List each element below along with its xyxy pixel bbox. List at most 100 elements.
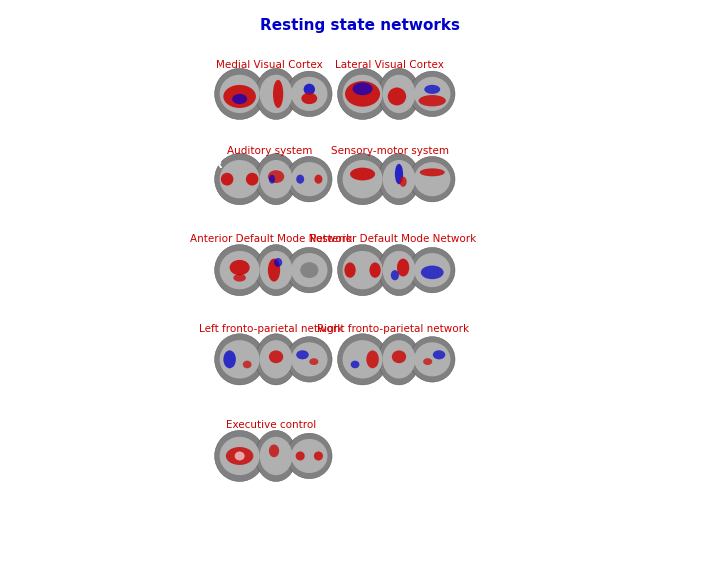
Ellipse shape	[224, 85, 256, 108]
Ellipse shape	[296, 175, 304, 184]
Ellipse shape	[421, 266, 444, 279]
Ellipse shape	[219, 251, 260, 289]
Ellipse shape	[409, 71, 455, 117]
Ellipse shape	[300, 262, 318, 278]
Ellipse shape	[221, 173, 233, 186]
Ellipse shape	[315, 175, 323, 184]
Ellipse shape	[287, 336, 332, 382]
Ellipse shape	[338, 334, 388, 385]
Ellipse shape	[232, 94, 247, 104]
Ellipse shape	[409, 157, 455, 202]
Ellipse shape	[379, 334, 419, 385]
Ellipse shape	[255, 154, 297, 205]
Text: Posterior Default Mode Network: Posterior Default Mode Network	[310, 234, 476, 244]
Ellipse shape	[314, 451, 323, 461]
Text: Left fronto-parietal network: Left fronto-parietal network	[199, 324, 343, 334]
Ellipse shape	[343, 340, 383, 379]
Ellipse shape	[353, 82, 373, 95]
Ellipse shape	[291, 162, 328, 196]
Ellipse shape	[214, 430, 265, 481]
Ellipse shape	[287, 247, 332, 293]
Ellipse shape	[260, 340, 293, 379]
Text: Executive control: Executive control	[227, 420, 317, 430]
Ellipse shape	[303, 84, 315, 95]
Ellipse shape	[350, 168, 375, 180]
Ellipse shape	[409, 336, 455, 382]
Ellipse shape	[243, 361, 252, 368]
Text: L: L	[500, 160, 507, 170]
Ellipse shape	[268, 259, 280, 282]
Ellipse shape	[274, 258, 282, 267]
Ellipse shape	[214, 334, 265, 385]
Ellipse shape	[343, 160, 383, 198]
Ellipse shape	[391, 350, 406, 363]
Ellipse shape	[260, 160, 293, 198]
Ellipse shape	[383, 251, 415, 289]
Text: Anterior Default Mode Network: Anterior Default Mode Network	[191, 234, 353, 244]
Ellipse shape	[424, 85, 440, 94]
Ellipse shape	[269, 350, 283, 363]
Ellipse shape	[343, 75, 383, 113]
Ellipse shape	[269, 175, 275, 184]
Ellipse shape	[414, 162, 450, 196]
Ellipse shape	[287, 71, 332, 117]
Ellipse shape	[269, 444, 279, 457]
Text: Medial Visual Cortex: Medial Visual Cortex	[216, 60, 323, 71]
Ellipse shape	[229, 260, 250, 276]
Ellipse shape	[214, 245, 265, 296]
Ellipse shape	[379, 245, 419, 296]
Ellipse shape	[260, 251, 293, 289]
Text: Resting state networks: Resting state networks	[260, 18, 460, 33]
Ellipse shape	[383, 75, 415, 113]
Text: Auditory system: Auditory system	[227, 146, 312, 156]
Ellipse shape	[379, 68, 419, 119]
Ellipse shape	[291, 439, 328, 473]
Text: Sensory-motor system: Sensory-motor system	[331, 146, 449, 156]
Ellipse shape	[214, 68, 265, 119]
Ellipse shape	[366, 350, 379, 368]
Ellipse shape	[219, 160, 260, 198]
Ellipse shape	[214, 154, 265, 205]
Ellipse shape	[260, 75, 293, 113]
Ellipse shape	[383, 160, 415, 198]
Ellipse shape	[391, 270, 399, 280]
Ellipse shape	[383, 340, 415, 379]
Ellipse shape	[414, 77, 450, 111]
Ellipse shape	[234, 451, 244, 461]
Ellipse shape	[369, 262, 381, 278]
Text: L: L	[500, 310, 507, 321]
Ellipse shape	[255, 430, 297, 481]
Ellipse shape	[345, 81, 380, 107]
Ellipse shape	[414, 342, 450, 376]
Ellipse shape	[291, 342, 328, 376]
Ellipse shape	[338, 154, 388, 205]
Ellipse shape	[433, 350, 445, 360]
Ellipse shape	[309, 358, 318, 365]
Text: Right fronto-parietal network: Right fronto-parietal network	[317, 324, 469, 334]
Ellipse shape	[226, 447, 253, 465]
Ellipse shape	[397, 259, 409, 277]
Text: Lateral Visual Cortex: Lateral Visual Cortex	[336, 60, 445, 71]
Ellipse shape	[419, 95, 446, 106]
Ellipse shape	[395, 164, 403, 184]
Ellipse shape	[233, 274, 246, 282]
Ellipse shape	[219, 340, 260, 379]
Ellipse shape	[338, 68, 388, 119]
Ellipse shape	[399, 176, 407, 187]
Ellipse shape	[291, 77, 328, 111]
Ellipse shape	[287, 433, 332, 478]
Ellipse shape	[219, 437, 260, 475]
Ellipse shape	[301, 93, 317, 104]
Text: R: R	[214, 310, 222, 321]
Ellipse shape	[287, 157, 332, 202]
Ellipse shape	[379, 154, 419, 205]
Ellipse shape	[351, 361, 359, 368]
Ellipse shape	[246, 173, 258, 186]
Ellipse shape	[343, 251, 383, 289]
Ellipse shape	[255, 334, 297, 385]
Ellipse shape	[338, 245, 388, 296]
Ellipse shape	[419, 168, 445, 176]
Ellipse shape	[273, 80, 283, 108]
Ellipse shape	[388, 88, 406, 106]
Ellipse shape	[409, 247, 455, 293]
